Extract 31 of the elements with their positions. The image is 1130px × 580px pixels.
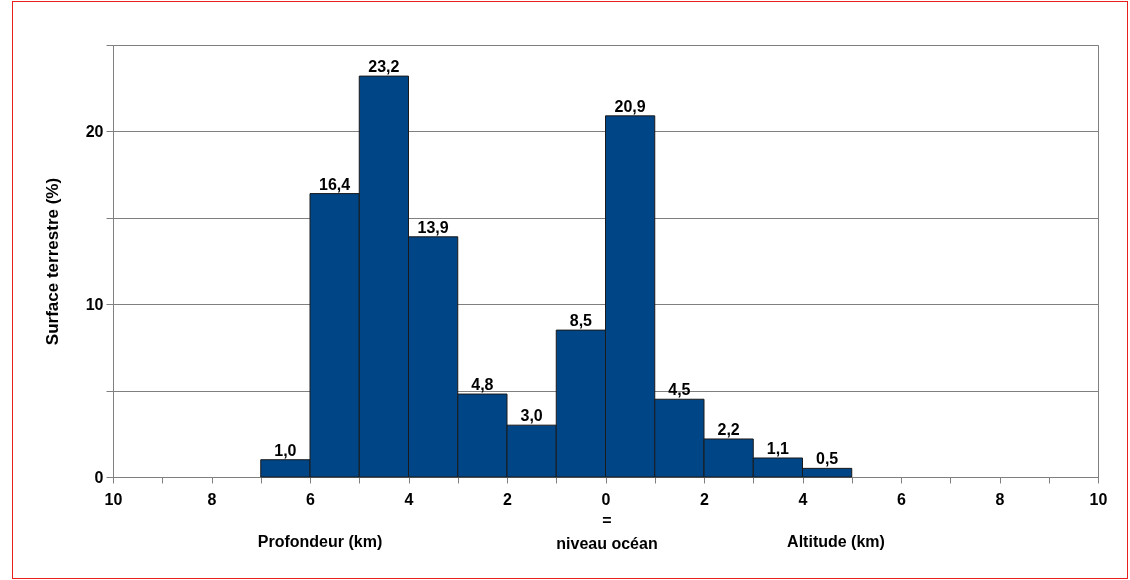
data-label: 0,5 <box>816 450 839 468</box>
x-tick-label: 4 <box>404 490 414 508</box>
data-label: 1,0 <box>274 441 297 459</box>
x-tick-label: 4 <box>798 490 808 508</box>
data-label: 4,8 <box>471 376 494 394</box>
x-tick-label: 2 <box>503 490 513 508</box>
y-axis-title: Surface terrestre (%) <box>42 177 62 346</box>
x-tick-label: 6 <box>306 490 316 508</box>
y-tick-label: 20 <box>85 122 104 140</box>
text: niveau océan <box>556 535 658 552</box>
data-label: 1,1 <box>766 439 790 457</box>
x-tick-label: 10 <box>104 490 123 508</box>
data-label: 8,5 <box>569 312 593 330</box>
text: = <box>602 512 612 529</box>
y-tick-label: 10 <box>85 295 104 313</box>
data-label: 16,4 <box>319 175 351 193</box>
x-tick-label: 8 <box>995 490 1005 508</box>
data-label: 3,0 <box>520 407 543 425</box>
x-tick-label: 2 <box>700 490 710 508</box>
text: Profondeur (km) <box>257 533 383 550</box>
x-tick-label: 8 <box>207 490 217 508</box>
data-label: 2,2 <box>717 420 740 438</box>
x-tick-label: 10 <box>1089 490 1108 508</box>
data-label: 4,5 <box>668 381 691 399</box>
y-tick-label: 0 <box>94 468 104 486</box>
data-label: 20,9 <box>614 97 646 115</box>
data-label: 13,9 <box>417 218 449 236</box>
x-tick-label: 6 <box>897 490 907 508</box>
text: Altitude (km) <box>787 533 885 550</box>
data-label: 23,2 <box>368 58 400 76</box>
x-tick-label: 0 <box>601 490 611 508</box>
